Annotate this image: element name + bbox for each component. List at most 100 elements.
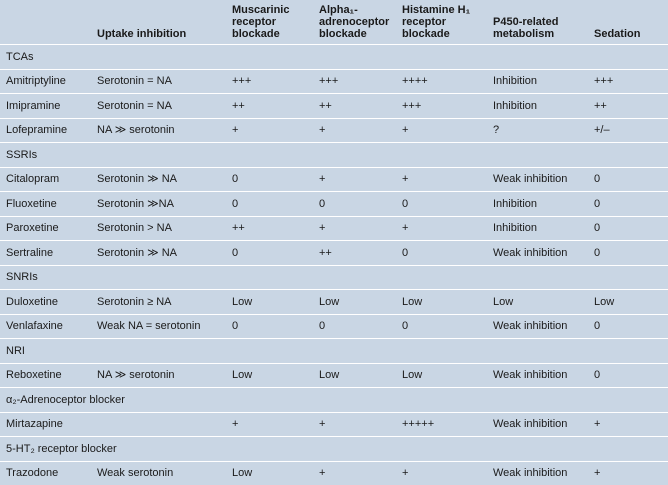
cell-muscarinic: Low: [226, 461, 313, 485]
group-label: TCAs: [0, 45, 668, 70]
cell-p450: Inhibition: [487, 94, 588, 119]
cell-p450: Weak inhibition: [487, 461, 588, 485]
cell-histamine: 0: [396, 241, 487, 266]
cell-muscarinic: ++: [226, 94, 313, 119]
cell-sedation: +: [588, 412, 668, 437]
cell-uptake: Serotonin ≫NA: [91, 192, 226, 217]
header-alpha1: Alpha₁-adrenoceptor blockade: [313, 0, 396, 45]
cell-alpha1: +: [313, 167, 396, 192]
cell-p450: Inhibition: [487, 216, 588, 241]
group-row: TCAs: [0, 45, 668, 70]
cell-uptake: Serotonin = NA: [91, 69, 226, 94]
cell-p450: Inhibition: [487, 192, 588, 217]
cell-drug: Paroxetine: [0, 216, 91, 241]
cell-muscarinic: 0: [226, 167, 313, 192]
cell-histamine: +: [396, 216, 487, 241]
cell-sedation: 0: [588, 192, 668, 217]
cell-uptake: Serotonin ≫ NA: [91, 241, 226, 266]
cell-drug: Amitriptyline: [0, 69, 91, 94]
cell-p450: Weak inhibition: [487, 363, 588, 388]
cell-sedation: +/–: [588, 118, 668, 143]
cell-sedation: 0: [588, 314, 668, 339]
cell-histamine: Low: [396, 290, 487, 315]
group-label: 5-HT₂ receptor blocker: [0, 437, 668, 462]
cell-uptake: NA ≫ serotonin: [91, 363, 226, 388]
header-p450: P450-related metabolism: [487, 0, 588, 45]
cell-drug: Duloxetine: [0, 290, 91, 315]
group-row: SSRIs: [0, 143, 668, 168]
header-histamine: Histamine H₁ receptor blockade: [396, 0, 487, 45]
cell-drug: Sertraline: [0, 241, 91, 266]
cell-alpha1: ++: [313, 94, 396, 119]
cell-muscarinic: Low: [226, 290, 313, 315]
cell-drug: Reboxetine: [0, 363, 91, 388]
cell-sedation: 0: [588, 363, 668, 388]
cell-sedation: Low: [588, 290, 668, 315]
cell-drug: Lofepramine: [0, 118, 91, 143]
cell-p450: Weak inhibition: [487, 314, 588, 339]
group-label: SNRIs: [0, 265, 668, 290]
cell-uptake: [91, 412, 226, 437]
group-label: α₂-Adrenoceptor blocker: [0, 388, 668, 413]
cell-uptake: Serotonin ≥ NA: [91, 290, 226, 315]
table-row: Mirtazapine+++++++Weak inhibition+: [0, 412, 668, 437]
cell-muscarinic: +: [226, 412, 313, 437]
cell-muscarinic: ++: [226, 216, 313, 241]
cell-p450: Low: [487, 290, 588, 315]
header-drug: [0, 0, 91, 45]
cell-uptake: Serotonin = NA: [91, 94, 226, 119]
cell-alpha1: +: [313, 216, 396, 241]
cell-drug: Fluoxetine: [0, 192, 91, 217]
cell-muscarinic: 0: [226, 192, 313, 217]
header-uptake-inhibition: Uptake inhibition: [91, 0, 226, 45]
header-row: Uptake inhibition Muscarinic receptor bl…: [0, 0, 668, 45]
cell-uptake: Weak NA = serotonin: [91, 314, 226, 339]
group-label: NRI: [0, 339, 668, 364]
cell-drug: Mirtazapine: [0, 412, 91, 437]
cell-drug: Imipramine: [0, 94, 91, 119]
cell-uptake: NA ≫ serotonin: [91, 118, 226, 143]
cell-alpha1: +: [313, 412, 396, 437]
group-label: SSRIs: [0, 143, 668, 168]
cell-drug: Citalopram: [0, 167, 91, 192]
cell-histamine: ++++: [396, 69, 487, 94]
cell-p450: Weak inhibition: [487, 412, 588, 437]
cell-drug: Trazodone: [0, 461, 91, 485]
cell-muscarinic: 0: [226, 314, 313, 339]
group-row: NRI: [0, 339, 668, 364]
cell-histamine: +++: [396, 94, 487, 119]
cell-alpha1: +: [313, 118, 396, 143]
cell-histamine: +: [396, 167, 487, 192]
cell-muscarinic: 0: [226, 241, 313, 266]
cell-alpha1: 0: [313, 314, 396, 339]
cell-histamine: +++++: [396, 412, 487, 437]
cell-alpha1: 0: [313, 192, 396, 217]
cell-alpha1: Low: [313, 290, 396, 315]
cell-alpha1: +++: [313, 69, 396, 94]
group-row: SNRIs: [0, 265, 668, 290]
cell-uptake: Weak serotonin: [91, 461, 226, 485]
cell-muscarinic: +: [226, 118, 313, 143]
cell-uptake: Serotonin > NA: [91, 216, 226, 241]
cell-sedation: +++: [588, 69, 668, 94]
cell-sedation: +: [588, 461, 668, 485]
cell-alpha1: Low: [313, 363, 396, 388]
cell-histamine: 0: [396, 192, 487, 217]
cell-muscarinic: Low: [226, 363, 313, 388]
cell-p450: Weak inhibition: [487, 167, 588, 192]
cell-sedation: 0: [588, 167, 668, 192]
cell-muscarinic: +++: [226, 69, 313, 94]
cell-sedation: 0: [588, 216, 668, 241]
cell-histamine: Low: [396, 363, 487, 388]
